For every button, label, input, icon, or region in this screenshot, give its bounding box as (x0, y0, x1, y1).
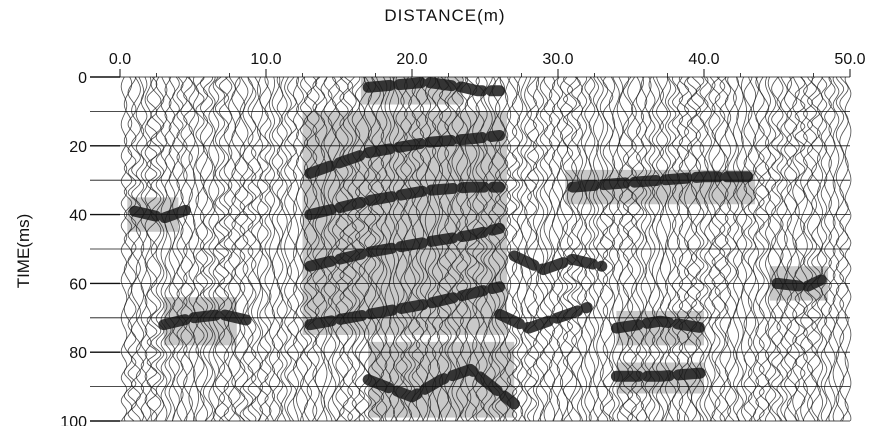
reflector-band-12 (494, 302, 593, 334)
x-tick-label: 20.0 (396, 51, 427, 68)
x-tick-label: 10.0 (250, 51, 281, 68)
y-tick-label: 100 (60, 414, 87, 426)
y-tick-label: 60 (69, 276, 87, 293)
reflector-band-3 (304, 222, 506, 272)
reflector-band-1 (304, 130, 506, 179)
grid-layer (90, 76, 850, 422)
y-tick-label: 20 (69, 139, 87, 156)
reflector-band-7 (362, 363, 520, 410)
x-tick-label: 30.0 (542, 51, 573, 68)
reflector-band-10 (771, 274, 827, 293)
axes-layer: 0.0 10.0 20.0 30.0 40.0 50.0 0 20 40 60 80 100 (60, 51, 865, 426)
reflector-band-13 (129, 202, 199, 224)
y-tick-label: 0 (78, 70, 87, 87)
reflector-band-0 (362, 76, 506, 97)
reflector-band-2 (304, 181, 506, 221)
reflector-band-9 (610, 367, 710, 382)
x-tick-label: 50.0 (834, 51, 865, 68)
x-tick-label: 0.0 (109, 51, 131, 68)
reflector-band-8 (610, 315, 710, 334)
y-tick-label: 80 (69, 345, 87, 362)
chart-title: DISTANCE(m) (384, 6, 506, 25)
y-tick-label: 40 (69, 208, 87, 225)
reflector-band-11 (508, 250, 608, 276)
x-tick-label: 40.0 (688, 51, 719, 68)
